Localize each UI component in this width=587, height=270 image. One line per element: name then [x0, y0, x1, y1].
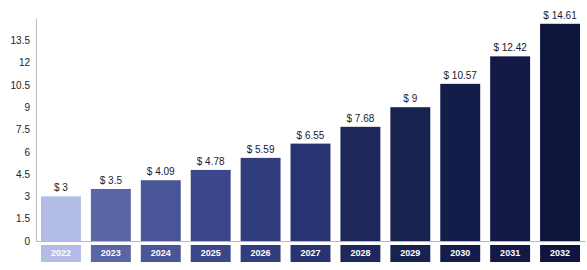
- y-tick: 0: [24, 236, 36, 247]
- x-tick: 2028: [340, 241, 380, 262]
- x-tick: 2032: [540, 241, 580, 262]
- x-tick-label: 2032: [550, 248, 570, 258]
- x-tick-label: 2025: [201, 248, 221, 258]
- x-tick-label: 2030: [450, 248, 470, 258]
- x-tick-label: 2022: [51, 248, 71, 258]
- bar: [440, 84, 480, 241]
- bar: [390, 107, 430, 241]
- data-label: $ 3: [54, 182, 68, 193]
- y-tick: 9: [24, 102, 36, 113]
- x-label-box: [340, 245, 380, 262]
- data-label: $ 10.57: [444, 70, 478, 81]
- y-tick-label: 0: [24, 236, 30, 247]
- y-tick-label: 7.5: [16, 124, 30, 135]
- y-tick: 12: [19, 57, 36, 68]
- y-tick-label: 1.5: [16, 213, 30, 224]
- x-tick-label: 2028: [350, 248, 370, 258]
- x-tick: 2024: [141, 241, 181, 262]
- data-label: $ 3.5: [100, 175, 123, 186]
- x-tick-label: 2024: [151, 248, 171, 258]
- y-tick-label: 6: [24, 147, 30, 158]
- x-tick: 2029: [390, 241, 430, 262]
- x-label-box: [490, 245, 530, 262]
- bar: [540, 24, 580, 241]
- x-tick: 2027: [291, 241, 331, 262]
- bar: [340, 127, 380, 241]
- y-tick: 13.5: [11, 35, 36, 46]
- y-tick-label: 9: [24, 102, 30, 113]
- y-tick: 6: [24, 147, 36, 158]
- y-tick: 10.5: [11, 80, 36, 91]
- data-label: $ 9: [403, 93, 417, 104]
- y-tick: 4.5: [16, 169, 36, 180]
- x-tick: 2022: [41, 241, 81, 262]
- x-tick-label: 2026: [251, 248, 271, 258]
- data-label: $ 4.78: [197, 156, 225, 167]
- data-label: $ 6.55: [297, 130, 325, 141]
- x-tick: 2030: [440, 241, 480, 262]
- y-tick: 3: [24, 191, 36, 202]
- y-tick: 7.5: [16, 124, 36, 135]
- bar: [490, 56, 530, 241]
- plot: 0 1.5 3 4.5 6 7.5 9 10.5 12 13.5 $ 3 $ 3.5 $ 4.09 $ 4…: [11, 10, 586, 262]
- bar: [191, 170, 231, 241]
- y-axis: 0 1.5 3 4.5 6 7.5 9 10.5 12 13.5: [11, 19, 37, 247]
- x-label-box: [291, 245, 331, 262]
- bar: [41, 196, 81, 241]
- x-label-box: [141, 245, 181, 262]
- y-tick-label: 4.5: [16, 169, 30, 180]
- bars: [41, 24, 580, 241]
- y-tick-label: 10.5: [11, 80, 31, 91]
- x-tick-label: 2031: [500, 248, 520, 258]
- x-axis-line: [37, 241, 586, 242]
- data-label: $ 14.61: [543, 10, 577, 21]
- x-label-box: [41, 245, 81, 262]
- x-tick: 2025: [191, 241, 231, 262]
- bar: [141, 180, 181, 241]
- data-label: $ 7.68: [347, 113, 375, 124]
- x-label-box: [191, 245, 231, 262]
- y-tick: 1.5: [16, 213, 36, 224]
- data-labels: $ 3 $ 3.5 $ 4.09 $ 4.78 $ 5.59 $ 6.55 $ 7.68 $ …: [54, 10, 577, 194]
- chart: 0 1.5 3 4.5 6 7.5 9 10.5 12 13.5 $ 3 $ 3.5 $ 4.09 $ 4…: [0, 0, 587, 270]
- y-tick-label: 13.5: [11, 35, 31, 46]
- bar: [91, 189, 131, 241]
- data-label: $ 5.59: [247, 144, 275, 155]
- x-label-box: [540, 245, 580, 262]
- x-label-box: [440, 245, 480, 262]
- x-tick: 2031: [490, 241, 530, 262]
- x-tick-label: 2029: [400, 248, 420, 258]
- data-label: $ 4.09: [147, 166, 175, 177]
- bar: [241, 158, 281, 241]
- x-tick-label: 2027: [300, 248, 320, 258]
- y-tick-label: 3: [24, 191, 30, 202]
- y-tick-label: 12: [19, 57, 31, 68]
- x-label-box: [390, 245, 430, 262]
- x-label-box: [91, 245, 131, 262]
- y-axis-line: [36, 19, 37, 242]
- x-tick-label: 2023: [101, 248, 121, 258]
- x-axis: 2022 2023 2024 2025 2026 2027 2028 2029 2030 2031…: [37, 241, 586, 262]
- x-tick: 2023: [91, 241, 131, 262]
- bar: [291, 144, 331, 241]
- data-label: $ 12.42: [493, 42, 527, 53]
- x-tick: 2026: [241, 241, 281, 262]
- x-label-box: [241, 245, 281, 262]
